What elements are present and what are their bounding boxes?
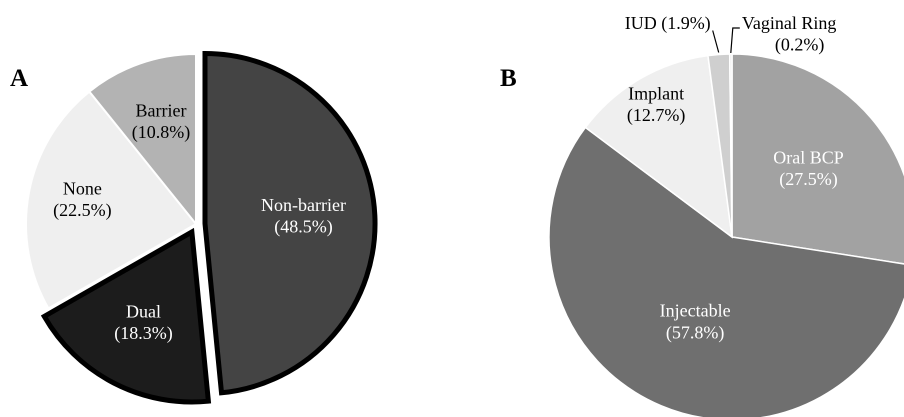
slice-injectable (548, 126, 904, 417)
slice-none-label-value: (22.5%) (53, 200, 111, 221)
slice-implant-label: Implant (12.7%) (627, 84, 685, 127)
slice-iud-label: IUD (1.9%) (625, 13, 711, 34)
pie-b-leaders (712, 27, 740, 54)
pie-chart-b: B Oral BCP (27.5%) Injectable (57.8%) Implan… (500, 13, 904, 417)
slice-oral-bcp-label-name: Oral BCP (773, 148, 844, 168)
pie-b-labels: Oral BCP (27.5%)Injectable (57.8%)Implant(… (625, 13, 844, 343)
pie-chart-a: A Non-barrier (48.5%) Dual (18.3%) None (22.5… (10, 51, 378, 405)
slice-barrier-label: Barrier (10.8%) (132, 101, 190, 144)
slice-none (25, 90, 198, 310)
slice-oral-bcp-label: Oral BCP (27.5%) (773, 148, 844, 191)
slice-injectable-label-value: (57.8%) (666, 322, 724, 343)
slice-implant-label-value: (12.7%) (627, 105, 685, 126)
slice-none-label-name: None (63, 179, 102, 199)
slice-implant-label-name: Implant (628, 84, 684, 104)
slice-none-label: None (22.5%) (53, 179, 111, 222)
slice-non-barrier-label-name: Non-barrier (261, 195, 346, 215)
slice-barrier-label-value: (10.8%) (132, 122, 190, 143)
slice-oral-bcp (731, 53, 904, 265)
panel-letter-b: B (500, 65, 517, 92)
pie-a-labels: Non-barrier (48.5%) Dual (18.3%) None (22.5%)… (53, 101, 346, 345)
slice-non-barrier (202, 51, 378, 396)
slice-dual-label-value: (18.3%) (114, 323, 172, 344)
panel-letter-a: A (10, 65, 28, 92)
slice-iud-leader-line (712, 30, 720, 53)
slice-vaginal-ring-label: Vaginal Ring (0.2%) (742, 13, 837, 56)
slice-barrier (87, 52, 197, 227)
slice-injectable-label: Injectable (57.8%) (660, 301, 731, 344)
slice-injectable-label-name: Injectable (660, 301, 731, 321)
slice-dual-label: Dual (18.3%) (114, 302, 172, 345)
slice-dual (40, 227, 212, 405)
pie-a-slices (25, 51, 378, 405)
slice-vaginal-ring-label-value: (0.2%) (775, 35, 824, 56)
slice-non-barrier-label-value: (48.5%) (274, 216, 332, 237)
slice-oral-bcp-label-value: (27.5%) (779, 169, 837, 190)
slice-dual-label-name: Dual (126, 302, 161, 322)
slice-non-barrier-label: Non-barrier (48.5%) (261, 195, 346, 238)
slice-vaginal-ring-leader-line (730, 27, 740, 54)
slice-vaginal-ring (728, 53, 733, 238)
slice-implant (584, 54, 733, 239)
slice-vaginal-ring-label-name: Vaginal Ring (742, 13, 837, 33)
slice-barrier-label-name: Barrier (136, 101, 187, 121)
pie-b-slices (548, 53, 904, 417)
